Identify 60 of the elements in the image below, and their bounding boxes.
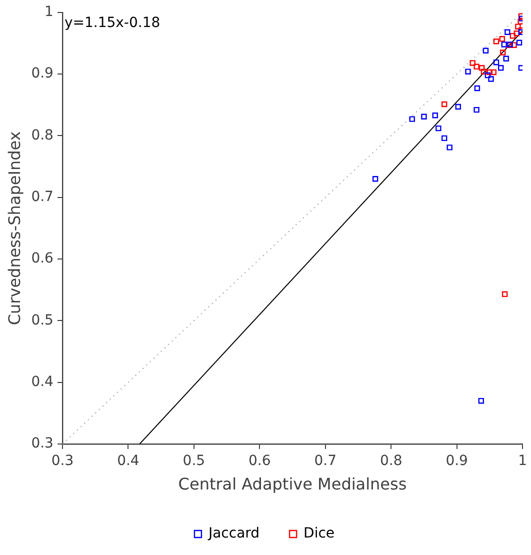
point [500, 50, 506, 56]
legend-label: Jaccard [207, 526, 260, 542]
x-tick-label: 1 [518, 453, 528, 470]
point [501, 42, 508, 48]
point [474, 106, 480, 113]
point [455, 104, 461, 110]
x-tick-label: 0.9 [446, 453, 468, 470]
point [446, 144, 452, 150]
x-tick-label: 0.7 [314, 453, 336, 470]
point [498, 65, 504, 71]
point [441, 101, 448, 108]
y-tick-label: 0.8 [31, 127, 54, 144]
point [372, 176, 378, 182]
point [474, 85, 480, 92]
point [518, 13, 523, 19]
point [514, 30, 520, 36]
point [518, 65, 523, 71]
point [409, 116, 415, 122]
y-tick-label: 0.5 [31, 312, 54, 328]
y-tick-label: 0.9 [31, 66, 54, 82]
point [516, 40, 522, 46]
y-tick-label: 0.4 [31, 374, 54, 390]
point [493, 38, 500, 44]
x-tick-label: 0.6 [248, 453, 271, 470]
point [482, 48, 489, 54]
y-tick-label: 1 [44, 4, 54, 20]
x-axis-title: Central Adaptive Medialness [178, 474, 407, 494]
point [480, 68, 487, 74]
point [486, 69, 493, 76]
point [502, 291, 508, 298]
point [432, 112, 438, 118]
point [478, 65, 485, 71]
y-axis-title: Curvedness-ShapeIndex [4, 131, 24, 326]
point [441, 135, 448, 142]
y-tick-label: 0.3 [31, 436, 54, 452]
point [488, 76, 494, 82]
point [518, 18, 523, 25]
point [503, 56, 509, 62]
y-tick-label: 0.7 [31, 189, 54, 206]
y-tick-label: 0.6 [31, 250, 54, 267]
point [490, 69, 496, 76]
point [484, 72, 491, 78]
legend-label: Dice [304, 526, 335, 542]
point [478, 398, 484, 404]
point [493, 59, 500, 66]
point [436, 125, 442, 132]
point [470, 60, 476, 66]
point [499, 36, 506, 42]
point [421, 114, 427, 120]
annotation: y=1.15x-0.18 [64, 15, 160, 32]
point [504, 29, 510, 35]
x-tick-label: 0.3 [51, 453, 74, 470]
x-tick-label: 0.5 [182, 453, 206, 470]
point [511, 42, 517, 48]
x-tick-label: 0.8 [380, 453, 402, 470]
point [474, 64, 480, 70]
point [465, 68, 471, 74]
point [510, 32, 516, 39]
x-tick-label: 0.4 [117, 453, 140, 470]
point [515, 24, 521, 30]
